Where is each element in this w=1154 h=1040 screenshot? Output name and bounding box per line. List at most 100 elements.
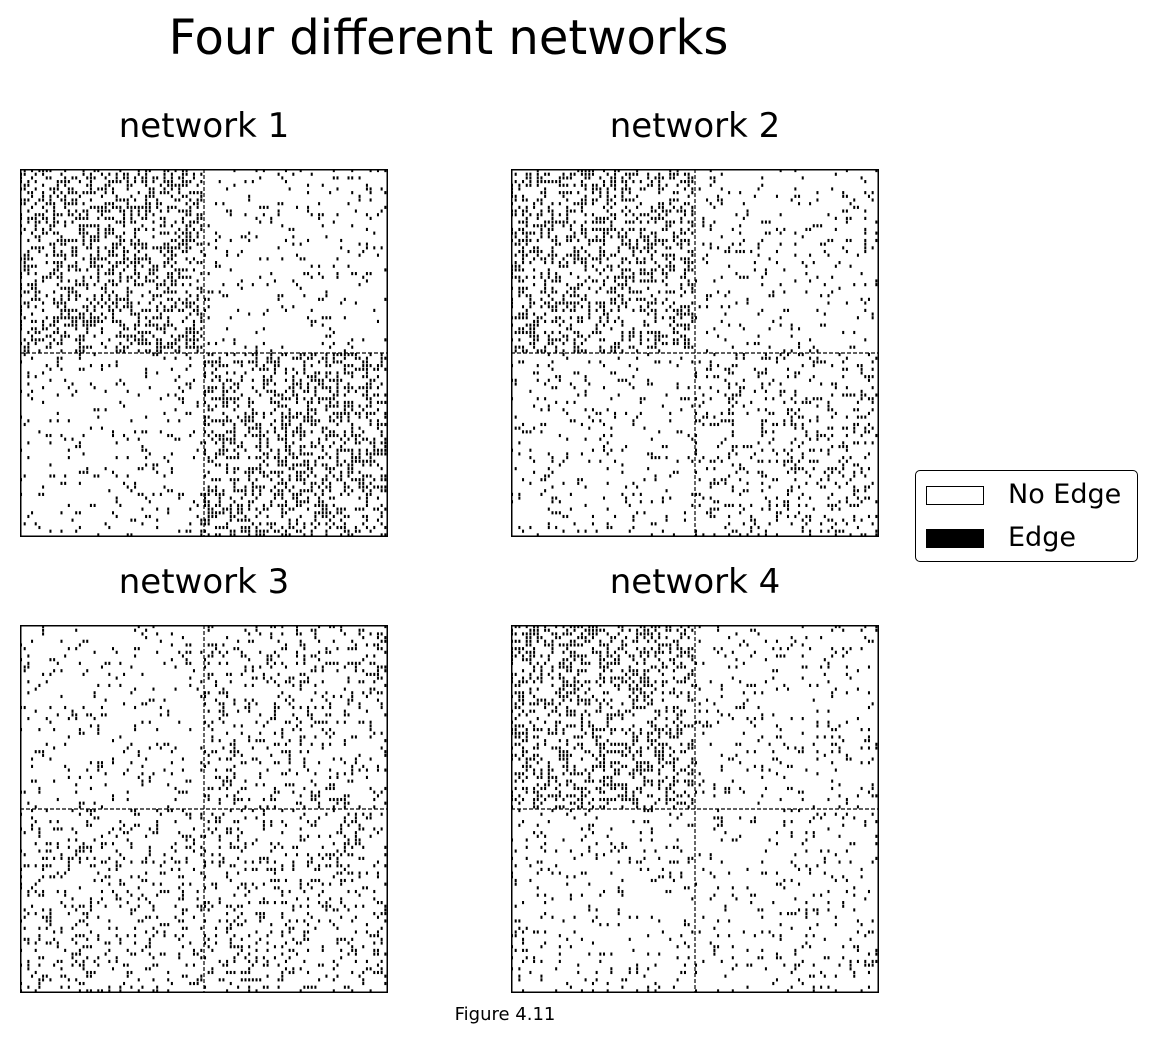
- edge-cell: [100, 426, 103, 430]
- edge-cell: [717, 500, 720, 504]
- edge-cell: [218, 702, 221, 706]
- edge-cell: [329, 334, 332, 338]
- edge-cell: [336, 433, 339, 438]
- edge-cell: [643, 257, 646, 261]
- edge-cell: [189, 246, 192, 250]
- edge-cell: [351, 463, 354, 467]
- edge-cell: [775, 360, 778, 364]
- edge-cell: [584, 183, 587, 187]
- edge-cell: [768, 507, 771, 511]
- edge-cell: [625, 496, 628, 500]
- edge-cell: [365, 518, 368, 522]
- edge-cell: [244, 448, 247, 452]
- edge-cell: [551, 496, 554, 500]
- edge-cell: [529, 261, 532, 265]
- edge-cell: [354, 643, 357, 647]
- edge-cell: [658, 360, 661, 364]
- edge-cell: [204, 448, 207, 452]
- edge-cell: [794, 426, 797, 430]
- edge-cell: [809, 496, 812, 500]
- edge-cell: [709, 485, 712, 489]
- edge-cell: [78, 481, 81, 485]
- edge-cell: [742, 202, 745, 206]
- edge-cell: [555, 253, 558, 257]
- edge-cell: [790, 448, 793, 452]
- edge-cell: [384, 533, 387, 537]
- edge-cell: [93, 308, 96, 312]
- edge-cell: [577, 481, 580, 485]
- edge-cell: [709, 514, 712, 519]
- edge-cell: [628, 187, 631, 191]
- edge-cell: [639, 400, 642, 404]
- edge-cell: [603, 227, 606, 232]
- edge-cell: [60, 433, 63, 438]
- edge-cell: [251, 360, 254, 364]
- edge-cell: [226, 467, 229, 471]
- edge-cell: [156, 323, 159, 327]
- edge-cell: [672, 198, 675, 202]
- edge-cell: [580, 205, 583, 209]
- edge-cell: [380, 632, 383, 636]
- edge-cell: [273, 522, 276, 526]
- edge-cell: [97, 533, 100, 537]
- edge-cell: [566, 238, 569, 243]
- edge-cell: [93, 264, 96, 268]
- edge-cell: [185, 411, 188, 416]
- edge-cell: [185, 183, 188, 187]
- edge-cell: [34, 246, 37, 250]
- edge-cell: [277, 694, 280, 699]
- edge-cell: [617, 294, 620, 298]
- edge-cell: [270, 378, 273, 382]
- edge-cell: [170, 180, 173, 184]
- edge-cell: [376, 672, 379, 676]
- edge-cell: [233, 514, 236, 519]
- edge-cell: [196, 216, 199, 220]
- edge-cell: [53, 187, 56, 191]
- edge-cell: [181, 242, 184, 246]
- edge-cell: [376, 636, 379, 640]
- edge-cell: [709, 202, 712, 206]
- edge-cell: [53, 191, 56, 195]
- edge-cell: [56, 319, 59, 324]
- edge-cell: [347, 514, 350, 519]
- edge-cell: [53, 261, 56, 265]
- edge-cell: [259, 533, 262, 537]
- edge-cell: [742, 386, 745, 390]
- edge-cell: [731, 242, 734, 246]
- edge-cell: [27, 272, 30, 276]
- edge-cell: [709, 224, 712, 228]
- edge-cell: [248, 709, 251, 713]
- edge-cell: [218, 496, 221, 500]
- edge-cell: [365, 643, 368, 647]
- edge-cell: [60, 249, 63, 254]
- edge-cell: [218, 433, 221, 438]
- edge-cell: [790, 419, 793, 423]
- edge-cell: [75, 191, 78, 195]
- edge-cell: [628, 261, 631, 265]
- edge-cell: [358, 356, 361, 360]
- edge-cell: [31, 639, 34, 643]
- edge-cell: [86, 330, 89, 335]
- edge-cell: [547, 305, 550, 309]
- edge-cell: [834, 467, 837, 471]
- edge-cell: [376, 169, 379, 173]
- edge-cell: [296, 496, 299, 500]
- edge-cell: [273, 419, 276, 423]
- edge-cell: [354, 459, 357, 463]
- edge-cell: [174, 378, 177, 382]
- edge-cell: [134, 264, 137, 268]
- edge-cell: [636, 261, 639, 265]
- edge-cell: [577, 319, 580, 324]
- edge-cell: [307, 272, 310, 276]
- edge-cell: [34, 180, 37, 184]
- edge-cell: [698, 404, 701, 408]
- edge-cell: [842, 330, 845, 335]
- edge-cell: [351, 422, 354, 427]
- edge-cell: [259, 463, 262, 467]
- edge-cell: [591, 408, 594, 412]
- edge-cell: [853, 330, 856, 335]
- edge-cell: [794, 437, 797, 441]
- edge-cell: [354, 411, 357, 416]
- edge-cell: [281, 463, 284, 467]
- edge-cell: [244, 213, 247, 217]
